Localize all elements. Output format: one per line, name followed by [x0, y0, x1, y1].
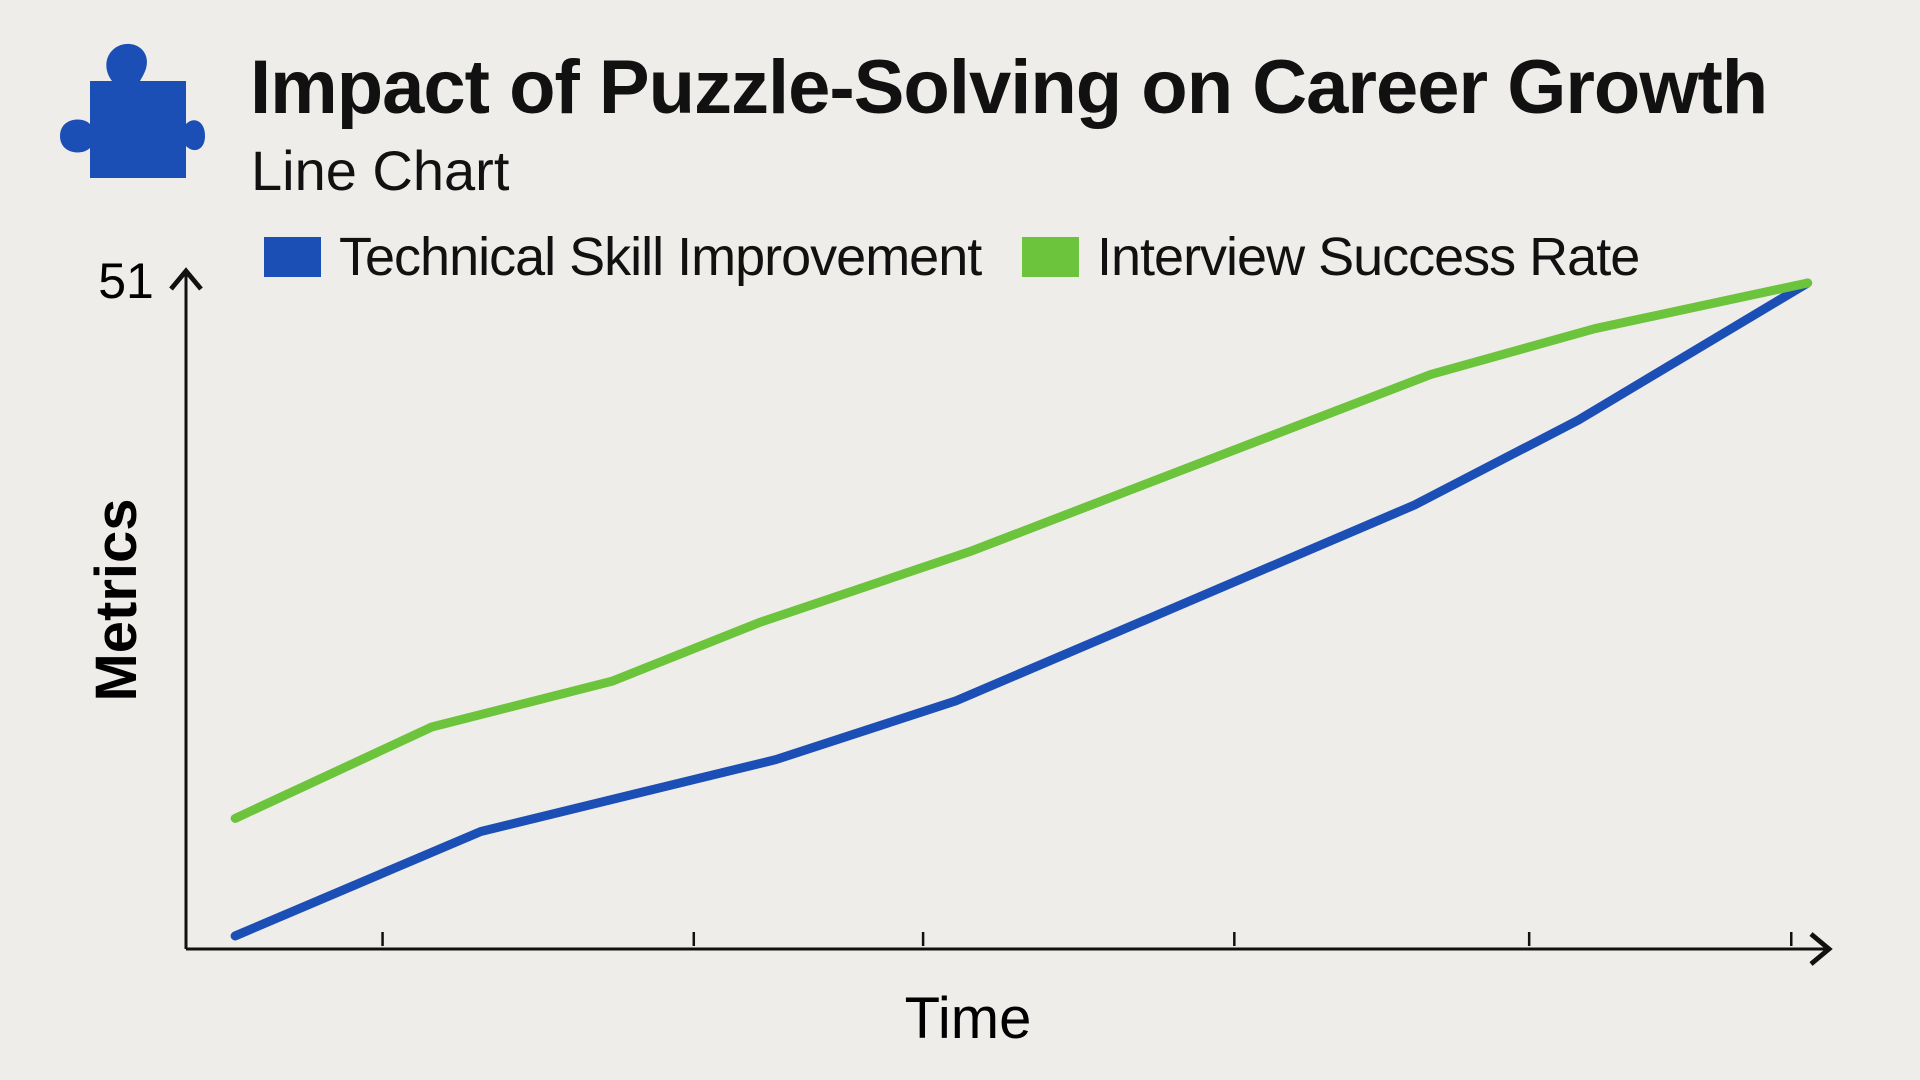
x-axis-label: Time [905, 986, 1032, 1051]
legend-label: Interview Success Rate [1097, 227, 1640, 287]
y-axis-label: Metrics [84, 498, 149, 701]
legend-item-interview-success: Interview Success Rate [1022, 226, 1640, 288]
legend-label: Technical Skill Improvement [339, 227, 982, 287]
chart-subtitle: Line Chart [251, 139, 510, 202]
y-tick-label: 51 [98, 253, 154, 309]
series-line-technical-skill [230, 278, 1813, 941]
legend-item-technical-skill: Technical Skill Improvement [264, 226, 982, 288]
legend-swatch-blue [264, 237, 321, 277]
legend-swatch-green [1022, 237, 1079, 277]
puzzle-piece-icon [60, 43, 205, 178]
series-line-interview-success [230, 278, 1813, 823]
chart-title: Impact of Puzzle-Solving on Career Growt… [250, 45, 1768, 130]
